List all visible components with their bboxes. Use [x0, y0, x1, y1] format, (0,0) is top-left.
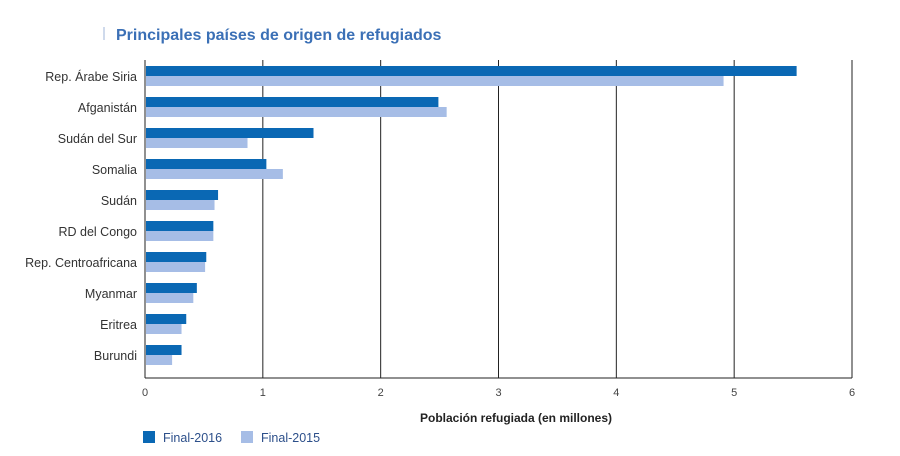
x-axis-label: Población refugiada (en millones): [420, 411, 612, 425]
bar-final-2015: [146, 324, 182, 334]
category-label: Afganistán: [78, 101, 137, 115]
bar-final-2015: [146, 107, 447, 117]
bar-final-2015: [146, 293, 194, 303]
bar-final-2015: [146, 138, 248, 148]
bar-final-2016: [146, 128, 314, 138]
legend-swatch: [241, 431, 253, 443]
x-tick-label: 1: [260, 387, 266, 399]
category-label: Rep. Centroafricana: [25, 256, 137, 270]
legend-label: Final-2015: [261, 431, 320, 445]
category-label: Burundi: [94, 349, 137, 363]
legend-swatch: [143, 431, 155, 443]
category-label: Sudán: [101, 194, 137, 208]
chart-title: Principales países de origen de refugiad…: [116, 27, 442, 44]
bar-final-2015: [146, 200, 215, 210]
category-label: Myanmar: [85, 287, 137, 301]
x-tick-label: 0: [142, 387, 148, 399]
bar-final-2016: [146, 159, 267, 169]
bar-final-2016: [146, 66, 797, 76]
bar-final-2015: [146, 355, 173, 365]
x-tick-label: 6: [849, 387, 855, 399]
category-label: RD del Congo: [58, 225, 137, 239]
bar-final-2016: [146, 314, 187, 324]
category-label: Rep. Árabe Siria: [45, 69, 137, 84]
bar-final-2016: [146, 252, 207, 262]
bar-final-2016: [146, 97, 439, 107]
x-tick-label: 4: [613, 387, 619, 399]
bar-final-2015: [146, 231, 214, 241]
category-label: Eritrea: [100, 318, 137, 332]
bar-final-2015: [146, 262, 206, 272]
x-tick-label: 5: [731, 387, 737, 399]
bar-final-2015: [146, 169, 283, 179]
legend-label: Final-2016: [163, 431, 222, 445]
x-tick-label: 2: [378, 387, 384, 399]
x-tick-label: 3: [495, 387, 501, 399]
category-label: Sudán del Sur: [58, 132, 137, 146]
bar-final-2016: [146, 283, 197, 293]
bar-final-2015: [146, 76, 724, 86]
bar-final-2016: [146, 221, 214, 231]
category-label: Somalia: [92, 163, 137, 177]
bar-final-2016: [146, 190, 219, 200]
bar-final-2016: [146, 345, 182, 355]
